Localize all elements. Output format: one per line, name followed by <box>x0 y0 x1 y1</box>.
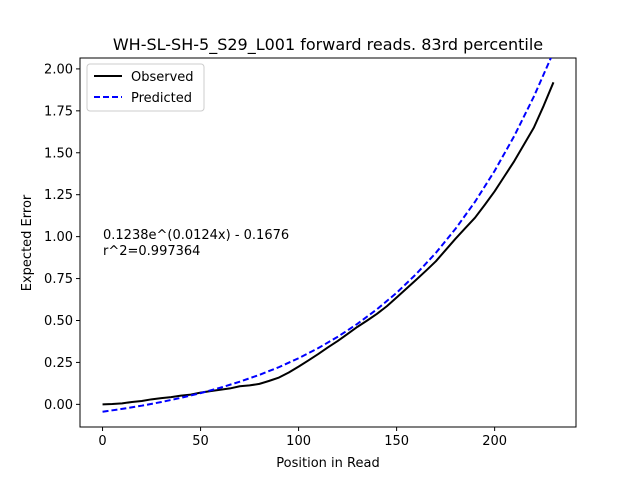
series-line-predicted <box>102 58 552 413</box>
x-tick-label: 0 <box>98 434 106 449</box>
fit-r-squared-text: r^2=0.997364 <box>103 244 200 259</box>
series-layer <box>102 58 555 413</box>
y-tick-label: 1.75 <box>44 104 73 119</box>
x-tick-label: 100 <box>286 434 311 449</box>
legend-label-predicted: Predicted <box>131 91 192 106</box>
y-tick-label: 0.25 <box>44 356 73 371</box>
legend-label-observed: Observed <box>131 70 194 85</box>
series-line-observed <box>102 81 555 406</box>
y-tick-label: 0.50 <box>44 314 73 329</box>
legend: Observed Predicted <box>86 63 205 112</box>
fit-annotation: 0.1238e^(0.0124x) - 0.1676 r^2=0.997364 <box>103 228 289 259</box>
y-tick-label: 0.75 <box>44 272 73 287</box>
y-axis-label: Expected Error <box>20 194 35 291</box>
plot-frame <box>79 57 577 428</box>
x-tick-label: 50 <box>192 434 209 449</box>
y-tick-label: 0.00 <box>44 398 73 413</box>
y-tick-label: 1.00 <box>44 230 73 245</box>
y-tick-label: 1.25 <box>44 188 73 203</box>
plot-area <box>79 57 577 428</box>
y-tick-label: 2.00 <box>44 62 73 77</box>
x-tick-label: 150 <box>384 434 409 449</box>
y-axis-ticks: 0.00 0.25 0.50 0.75 1.00 1.25 1.50 1.75 2.00 <box>44 62 80 413</box>
y-tick-label: 1.50 <box>44 146 73 161</box>
x-tick-label: 200 <box>482 434 507 449</box>
x-axis-label: Position in Read <box>276 456 379 471</box>
chart-title: WH-SL-SH-5_S29_L001 forward reads. 83rd … <box>113 35 543 55</box>
fit-equation-text: 0.1238e^(0.0124x) - 0.1676 <box>103 228 289 243</box>
x-axis-ticks: 0 50 100 150 200 <box>98 427 507 449</box>
